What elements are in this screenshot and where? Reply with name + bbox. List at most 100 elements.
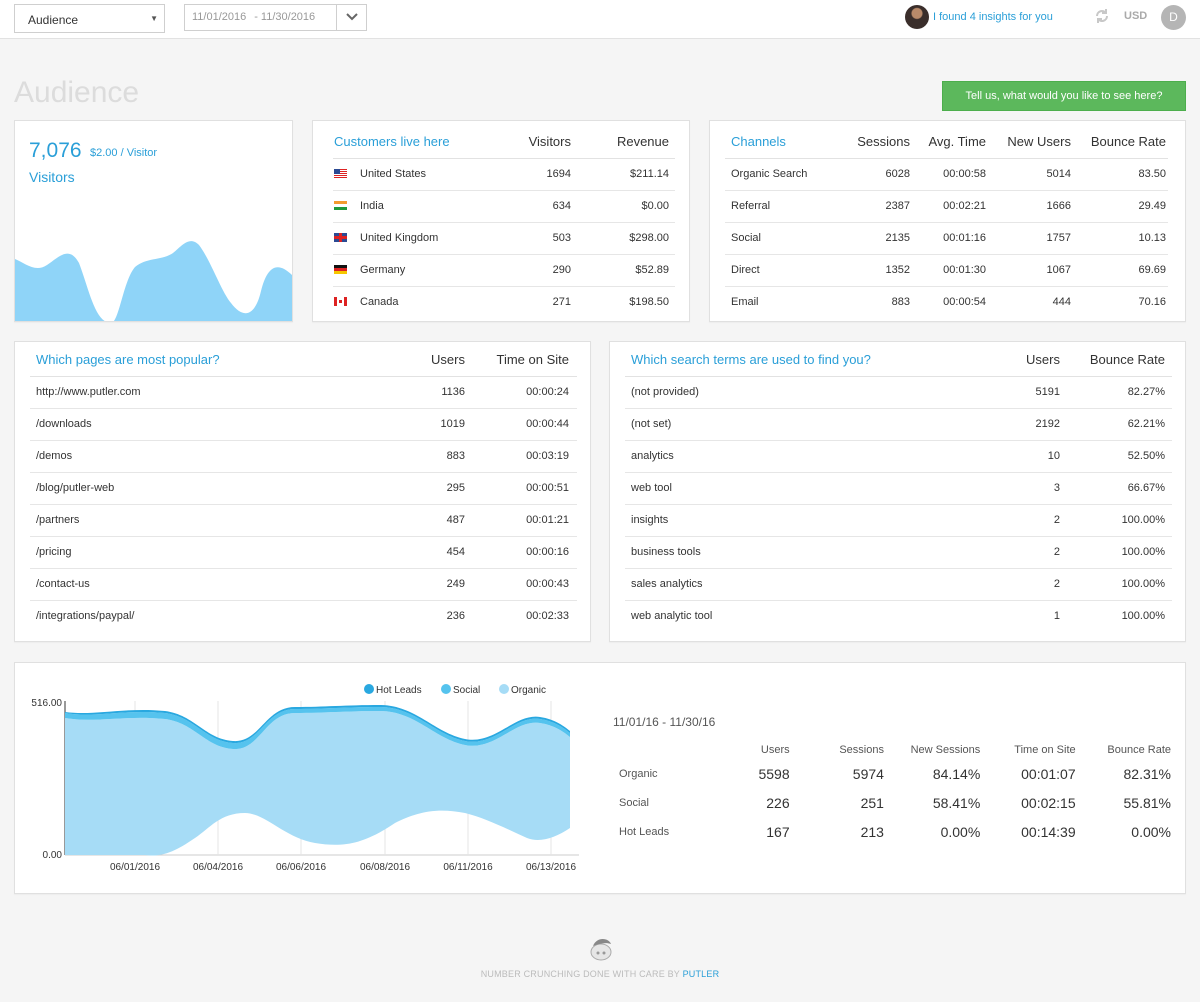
footer-credit: NUMBER CRUNCHING DONE WITH CARE BY PUTLE… <box>0 969 1200 979</box>
bounce-cell: 0.00% <box>1131 823 1171 840</box>
legend-label-social: Social <box>453 685 480 696</box>
germany-flag-icon <box>334 265 347 274</box>
search-terms-card: Which search terms are used to find you?… <box>609 341 1186 642</box>
avg-time-cell: 00:02:21 <box>910 190 986 223</box>
search-term: insights <box>625 504 970 537</box>
table-row: insights 2 100.00% <box>625 504 1172 537</box>
table-row: /pricing 454 00:00:16 <box>30 536 577 569</box>
footer-brand-link[interactable]: PUTLER <box>682 969 720 979</box>
channel-name: Email <box>731 296 759 309</box>
legend-marker-hot-leads <box>364 684 374 694</box>
table-row: /contact-us 249 00:00:43 <box>30 568 577 601</box>
user-avatar[interactable]: D <box>1161 5 1186 30</box>
summary-table: Users Sessions New Sessions Time on Site… <box>613 741 1171 846</box>
chevron-down-icon <box>346 13 358 21</box>
visitors-label: Visitors <box>29 169 75 185</box>
traffic-chart-card: Hot Leads Social Organic 516.00 0.00 06/… <box>14 662 1186 894</box>
channel-name: Referral <box>725 190 838 223</box>
visitors-cell: 503 <box>481 222 571 255</box>
table-row: analytics 10 52.50% <box>625 440 1172 473</box>
table-row: web analytic tool 1 100.00% <box>625 600 1172 632</box>
time-cell: 00:00:43 <box>465 568 577 601</box>
page-url: /integrations/paypal/ <box>36 610 135 623</box>
time-cell: 00:02:33 <box>526 610 569 623</box>
channel-name: Organic Search <box>725 158 838 191</box>
users-cell: 883 <box>375 440 465 473</box>
users-cell: 295 <box>375 472 465 505</box>
date-start: 11/01/2016 <box>192 11 247 23</box>
revenue-cell: $211.14 <box>571 158 675 191</box>
insights-link[interactable]: I found 4 insights for you <box>905 5 1053 29</box>
x-tick-label: 06/01/2016 <box>110 862 160 873</box>
table-row: United States 1694 $211.14 <box>333 158 675 191</box>
users-cell: 5598 <box>758 765 790 782</box>
sessions-cell: 2135 <box>838 222 910 255</box>
users-header: Users <box>760 744 790 756</box>
bounce-rate-cell: 83.50 <box>1071 158 1168 191</box>
country-name: Canada <box>360 296 399 309</box>
feedback-button[interactable]: Tell us, what would you like to see here… <box>942 81 1186 111</box>
users-cell: 2 <box>970 504 1060 537</box>
bounce-cell: 82.27% <box>1060 376 1172 409</box>
bounce-rate-cell: 69.69 <box>1071 254 1168 287</box>
visitors-cell: 271 <box>552 296 571 309</box>
visitors-cell: 1694 <box>481 158 571 191</box>
time-cell: 00:01:07 <box>1021 765 1076 782</box>
users-cell: 10 <box>970 440 1060 473</box>
x-tick-label: 06/13/2016 <box>526 862 576 873</box>
users-cell: 2 <box>970 536 1060 569</box>
new-users-cell: 5014 <box>986 158 1071 191</box>
page-url: /partners <box>30 504 375 537</box>
new-users-header: New Users <box>986 125 1071 159</box>
table-row: United Kingdom 503 $298.00 <box>333 222 675 255</box>
page-url: /blog/putler-web <box>30 472 375 505</box>
new-users-cell: 1666 <box>986 190 1071 223</box>
bounce-cell: 52.50% <box>1060 440 1172 473</box>
search-term: (not set) <box>625 408 970 441</box>
traffic-area-chart: Hot Leads Social Organic 516.00 0.00 06/… <box>31 684 579 873</box>
channels-table: Channels Sessions Avg. Time New Users Bo… <box>725 125 1168 318</box>
bounce-cell: 82.31% <box>1123 765 1171 782</box>
series-area-organic <box>65 711 570 856</box>
table-header-row: Channels Sessions Avg. Time New Users Bo… <box>725 125 1168 159</box>
avg-time-cell: 00:01:16 <box>910 222 986 255</box>
country-cell: Canada <box>333 286 481 318</box>
date-dropdown-button[interactable] <box>336 5 366 30</box>
sessions-cell: 883 <box>891 296 910 309</box>
revenue-cell: $52.89 <box>571 254 675 287</box>
x-tick-label: 06/08/2016 <box>360 862 410 873</box>
chart-legend: Hot Leads Social Organic <box>364 684 546 696</box>
table-row: Email 883 00:00:54 444 70.16 <box>725 286 1168 318</box>
users-cell: 2 <box>970 568 1060 601</box>
revenue-cell: $0.00 <box>571 190 675 223</box>
bounce-cell: 55.81% <box>1123 794 1171 811</box>
avg-time-cell: 00:00:58 <box>910 158 986 191</box>
users-cell: 487 <box>375 504 465 537</box>
report-select-value: Audience <box>28 13 79 27</box>
date-separator: - <box>254 11 258 23</box>
table-row: /demos 883 00:03:19 <box>30 440 577 473</box>
refresh-icon[interactable] <box>1094 8 1110 27</box>
table-row: (not set) 2192 62.21% <box>625 408 1172 441</box>
table-header-row: Users Sessions New Sessions Time on Site… <box>613 741 1171 759</box>
table-row: Canada 271 $198.50 <box>333 286 675 318</box>
table-header-row: Which pages are most popular? Users Time… <box>30 343 577 377</box>
currency-selector[interactable]: USD <box>1124 10 1148 22</box>
search-term: sales analytics <box>625 568 970 601</box>
users-header: Users <box>970 343 1060 377</box>
date-range-picker[interactable]: 11/01/2016-11/30/2016 <box>184 4 367 31</box>
new-sessions-header: New Sessions <box>910 744 981 756</box>
country-cell: United Kingdom <box>333 222 481 255</box>
x-tick-label: 06/04/2016 <box>193 862 243 873</box>
caret-down-icon: ▼ <box>150 14 158 23</box>
country-cell: India <box>333 190 481 223</box>
table-row: Social 226 251 58.41% 00:02:15 55.81% <box>613 788 1171 817</box>
revenue-per-visitor: $2.00 / Visitor <box>90 147 158 159</box>
table-row: Germany 290 $52.89 <box>333 254 675 287</box>
top-bar: Audience ▼ 11/01/2016-11/30/2016 I found… <box>0 0 1200 39</box>
table-row: Direct 1352 00:01:30 1067 69.69 <box>725 254 1168 287</box>
table-row: Referral 2387 00:02:21 1666 29.49 <box>725 190 1168 223</box>
country-name: India <box>360 200 384 212</box>
countries-table: Customers live here Visitors Revenue Uni… <box>333 125 675 318</box>
report-select[interactable]: Audience ▼ <box>14 4 165 33</box>
